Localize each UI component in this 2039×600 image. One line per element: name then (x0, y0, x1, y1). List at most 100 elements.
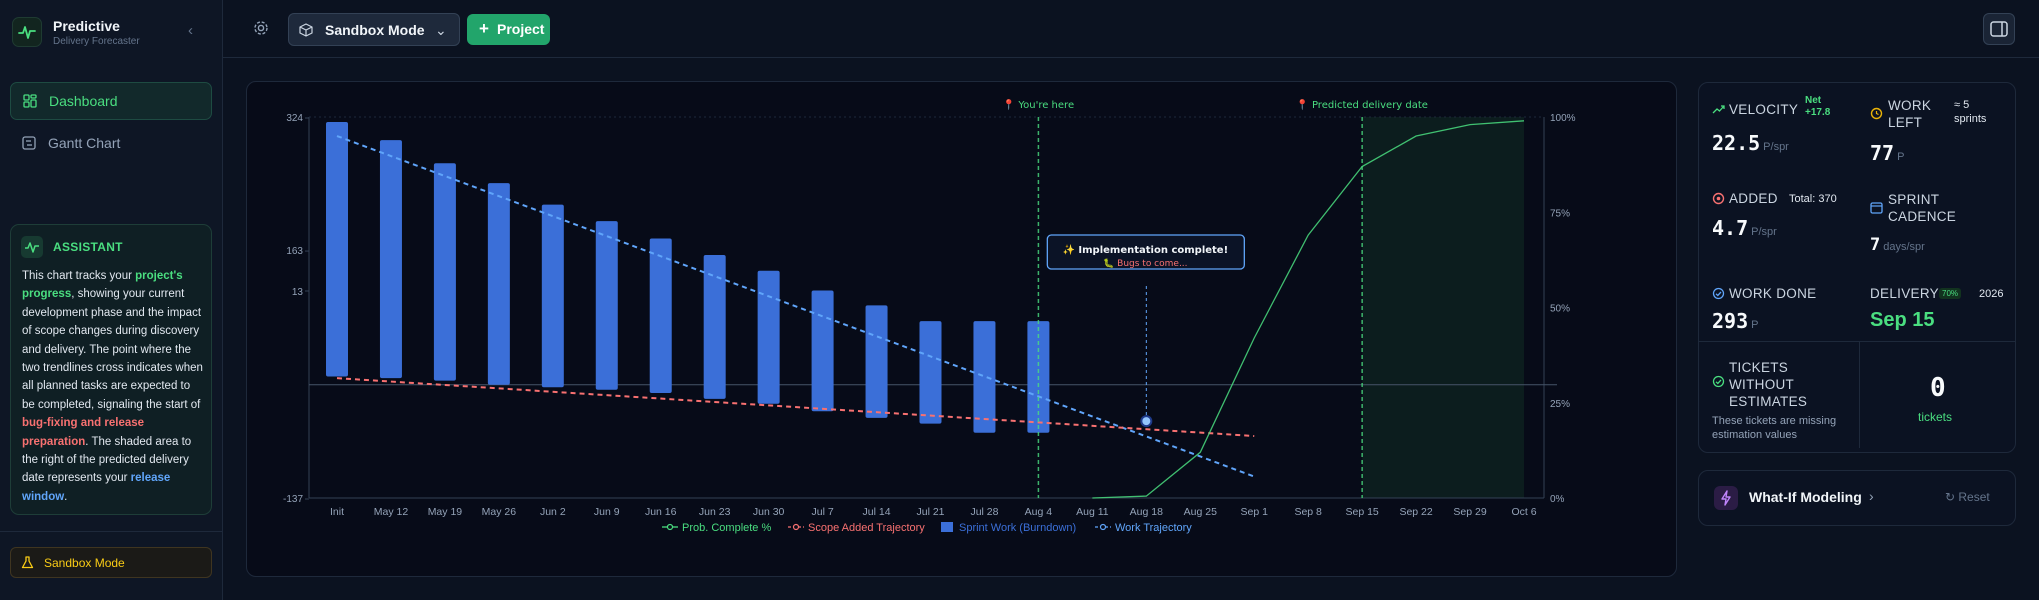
gantt-chart-icon (22, 136, 36, 150)
delivery-confidence-badge: 70% (1939, 288, 1962, 299)
tickets-note: These tickets are missing estimation val… (1712, 415, 1837, 441)
sprint-cadence-number: 7 (1870, 235, 1881, 255)
added-unit: P/spr (1751, 226, 1777, 238)
what-if-modeling-title: What-If Modeling (1749, 489, 1862, 505)
burndown-bar (649, 238, 672, 394)
y2-tick-label: 75% (1550, 208, 1570, 219)
sandbox-mode-indicator[interactable]: Sandbox Mode (10, 547, 212, 578)
what-if-modeling-bar[interactable]: What-If Modeling › ↻ Reset (1698, 470, 2016, 526)
burndown-bar (919, 321, 942, 424)
x-tick-label: Jun 23 (699, 506, 731, 518)
x-tick-label: Init (330, 506, 344, 518)
assistant-highlight-progress: project's progress (22, 270, 183, 301)
plus-icon: + (479, 19, 489, 38)
velocity-unit: P/spr (1763, 141, 1789, 153)
check-circle-icon (1712, 287, 1725, 300)
x-tick-label: Jul 28 (970, 506, 998, 518)
cube-icon (299, 23, 313, 40)
x-tick-label: Oct 6 (1511, 506, 1536, 518)
sidebar-item-label: Dashboard (49, 93, 118, 109)
y2-tick-label: 100% (1550, 113, 1576, 124)
burndown-bar (487, 183, 510, 385)
work-left-label: WORK LEFT (1888, 98, 1932, 130)
y2-tick-label: 0% (1550, 494, 1565, 505)
brand-subtitle: Delivery Forecaster (53, 36, 140, 47)
mode-select-value: Sandbox Mode (325, 22, 425, 38)
assistant-highlight-bugfix: bug-fixing and release preparation (22, 417, 145, 448)
check-circle-icon (1712, 375, 1725, 388)
y2-tick-label: 50% (1550, 304, 1570, 315)
x-tick-label: May 12 (374, 506, 409, 518)
crossover-point (1140, 415, 1153, 428)
velocity-number: 22.5 (1712, 131, 1761, 155)
work-done-unit: P (1751, 319, 1759, 331)
assistant-panel: ASSISTANT This chart tracks your project… (10, 224, 212, 515)
add-project-button[interactable]: + Project (467, 14, 550, 45)
assistant-title: ASSISTANT (53, 240, 123, 254)
work-left-number: 77 (1870, 141, 1895, 165)
stats-divider (1699, 341, 2015, 342)
delivery-year: 2026 (1979, 288, 2004, 300)
chevron-down-icon: ⌄ (435, 22, 447, 38)
sandbox-mode-label: Sandbox Mode (44, 556, 125, 570)
reset-button[interactable]: ↻ Reset (1945, 490, 1990, 504)
add-project-label: Project (497, 21, 545, 37)
burndown-bar (973, 321, 996, 433)
flask-icon (21, 556, 34, 572)
x-tick-label: Jul 21 (916, 506, 944, 518)
y-tick-label: 324 (286, 113, 303, 124)
added-value: 4.7 P/spr (1712, 216, 1777, 240)
top-bar: Sandbox Mode ⌄ + Project (223, 0, 2039, 58)
sprint-cadence-value: 7 days/spr (1870, 235, 1925, 255)
x-tick-label: Sep 29 (1453, 506, 1486, 518)
mode-select[interactable]: Sandbox Mode ⌄ (288, 13, 460, 46)
tickets-count: 0 (1930, 373, 1946, 403)
legend-label: Work Trajectory (1115, 522, 1192, 534)
sidebar-item-gantt-chart[interactable]: Gantt Chart (10, 125, 212, 163)
pulse-logo-icon (12, 17, 42, 47)
chevron-right-icon: › (1869, 488, 1874, 504)
x-tick-label: Aug 18 (1130, 506, 1163, 518)
work-left-value: 77 P (1870, 141, 1904, 165)
legend-swatch (941, 522, 953, 532)
work-left-unit: P (1897, 151, 1905, 163)
tooltip-subtitle: 🐛 Bugs to come... (1103, 257, 1187, 269)
y-tick-label: 13 (292, 287, 304, 298)
toggle-right-panel-icon[interactable] (1983, 13, 2015, 45)
x-tick-label: Jun 30 (753, 506, 785, 518)
burndown-chart: 324 163 13 -137 100% 75% 50% 25% 0% Init May 12 May… (283, 98, 1576, 534)
marker-label: 📍 Predicted delivery date (1296, 98, 1428, 111)
velocity-net: Net +17.8 (1805, 95, 1831, 118)
stats-panel: VELOCITY Net +17.8 22.5 P/spr WORK LEFT ≈… (1698, 82, 2016, 453)
brand: Predictive Delivery Forecaster (12, 16, 212, 50)
assistant-text-part: . (64, 490, 68, 503)
gear-icon[interactable] (252, 19, 270, 37)
delivery-date: Sep 15 (1870, 309, 1935, 331)
sidebar-item-dashboard[interactable]: Dashboard (10, 82, 212, 120)
work-left-sprints: ≈ 5 sprints (1954, 99, 1987, 125)
x-tick-label: Aug 11 (1076, 506, 1109, 518)
calendar-icon (1870, 202, 1883, 214)
x-tick-label: Aug 4 (1025, 506, 1053, 518)
probability-complete-line (1092, 120, 1525, 499)
burndown-bar (433, 163, 456, 381)
legend-swatch-dot (1099, 523, 1107, 531)
assistant-text-part: , showing your current development phase… (22, 288, 203, 411)
marker-label: 📍 You're here (1003, 98, 1074, 111)
x-tick-label: Aug 25 (1184, 506, 1217, 518)
y2-tick-label: 25% (1550, 399, 1570, 410)
burndown-bar (703, 255, 726, 399)
sprint-cadence-label: SPRINT CADENCE (1888, 192, 1957, 224)
tooltip-title: ✨ Implementation complete! (1062, 244, 1228, 256)
sidebar: Predictive Delivery Forecaster ‹ Dashboa… (0, 0, 223, 600)
burndown-chart-card: 324 163 13 -137 100% 75% 50% 25% 0% Init May 12 May… (246, 81, 1677, 577)
assistant-text: This chart tracks your project's progres… (22, 267, 204, 506)
x-tick-label: Jul 7 (811, 506, 833, 518)
legend-label: Prob. Complete % (682, 522, 771, 534)
brand-title: Predictive (53, 18, 120, 34)
tooltip-box (1046, 234, 1245, 270)
assistant-text-part: . The shaded area to the right of the pr… (22, 435, 192, 485)
dashboard-grid-icon (23, 94, 37, 108)
added-number: 4.7 (1712, 216, 1749, 240)
collapse-sidebar-chevron-left-icon[interactable]: ‹ (188, 22, 193, 39)
